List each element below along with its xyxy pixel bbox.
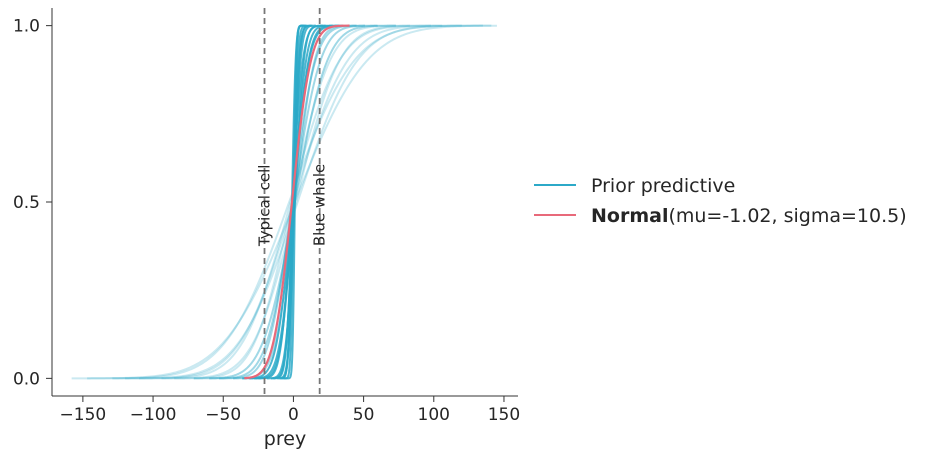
x-tick-label: 150 (488, 405, 520, 425)
legend-normal-name: Normal (591, 205, 668, 227)
x-axis-label: prey (264, 428, 306, 450)
legend-label-normal: Normal(mu=-1.02, sigma=10.5) (591, 205, 907, 227)
reference-labels: Typical cell Blue whale (256, 164, 329, 247)
x-tick-label: 50 (353, 405, 375, 425)
axes: −150 −100 −50 0 50 100 150 0.0 0.5 1.0 prey (13, 8, 520, 450)
prior-curve-20 (112, 24, 483, 380)
prior-curve-14 (209, 24, 378, 380)
y-tick-label: 0.0 (13, 369, 40, 389)
prior-curve-15 (193, 24, 396, 380)
ref-label-blue-whale: Blue whale (311, 164, 329, 246)
y-ticks: 0.0 0.5 1.0 (13, 17, 52, 389)
legend-label-prior-predictive: Prior predictive (591, 175, 735, 197)
x-tick-label: 0 (288, 405, 299, 425)
plot-area (71, 8, 497, 396)
y-tick-label: 1.0 (13, 17, 40, 37)
x-tick-label: 100 (418, 405, 450, 425)
ref-label-typical-cell: Typical cell (256, 165, 274, 248)
x-tick-label: −150 (60, 405, 107, 425)
reference-lines (263, 8, 321, 396)
prior-curve-18 (139, 24, 443, 380)
legend-normal-params: (mu=-1.02, sigma=10.5) (668, 205, 906, 227)
x-tick-label: −50 (205, 405, 241, 425)
prior-curve-19 (124, 24, 462, 380)
y-tick-label: 0.5 (13, 193, 40, 213)
prior-curve-22 (71, 24, 497, 380)
x-ticks: −150 −100 −50 0 50 100 150 (60, 396, 520, 425)
x-tick-label: −100 (130, 405, 177, 425)
prior-curve-17 (161, 24, 431, 380)
prior-predictive-curves (71, 24, 497, 380)
normal-cdf-line (244, 24, 350, 380)
prior-curve-21 (87, 24, 492, 380)
legend: Prior predictive Normal(mu=-1.02, sigma=… (534, 175, 907, 227)
